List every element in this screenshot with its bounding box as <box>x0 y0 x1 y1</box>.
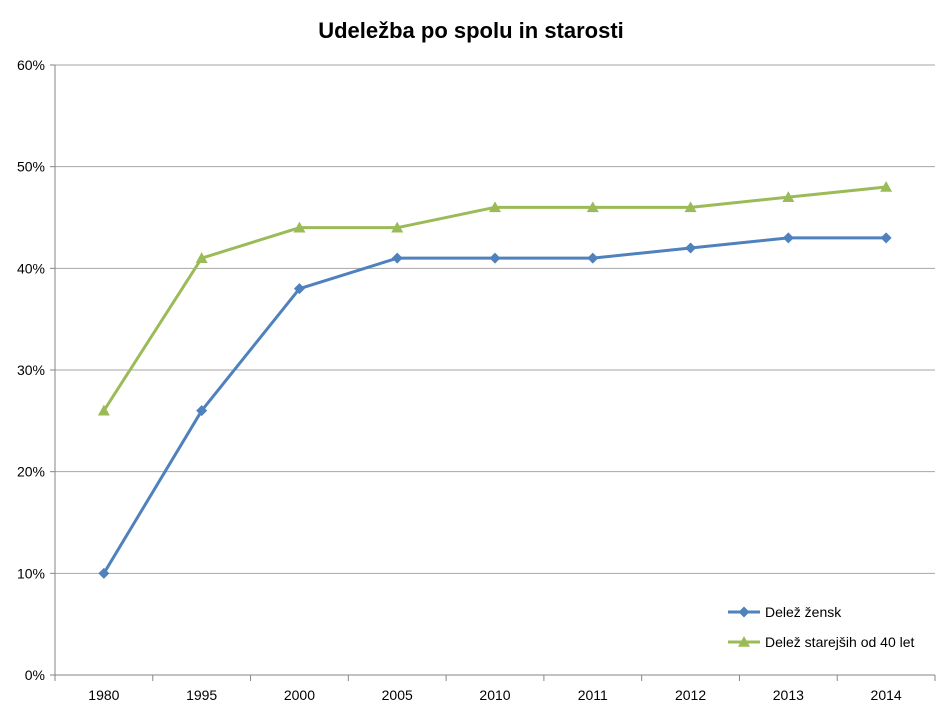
x-tick-label: 1980 <box>88 687 119 703</box>
series-line-2 <box>102 185 887 412</box>
data-point-2 <box>489 201 501 213</box>
data-point-1 <box>98 567 110 579</box>
y-tick-label: 10% <box>17 565 45 581</box>
data-point-2 <box>782 191 795 202</box>
legend-marker <box>738 606 750 618</box>
series-line-1 <box>102 236 887 575</box>
axes: 0% 10% 20% 30% 40% 50% 60% 1980 1995 2000 2005 2010… <box>17 57 936 703</box>
chart-title: Udeležba po spolu in starosti <box>318 18 624 43</box>
x-tick-label: 1995 <box>186 687 217 703</box>
x-tick-label: 2013 <box>773 687 804 703</box>
data-point-2 <box>195 252 208 263</box>
data-point-1 <box>685 242 697 254</box>
legend-label: Delež žensk <box>765 604 842 620</box>
y-tick-label: 60% <box>17 57 45 73</box>
data-point-1 <box>391 252 403 264</box>
data-point-1 <box>489 252 501 264</box>
x-tick-label: 2005 <box>382 687 413 703</box>
y-tick-label: 40% <box>17 260 45 276</box>
x-tick-label: 2000 <box>284 687 315 703</box>
legend-label: Delež starejših od 40 let <box>765 634 915 650</box>
y-tick-label: 50% <box>17 159 45 175</box>
gridlines <box>55 64 935 574</box>
series-lines <box>97 181 893 579</box>
x-tick-label: 2012 <box>675 687 706 703</box>
data-point-1 <box>880 232 892 244</box>
data-point-1 <box>782 232 794 244</box>
data-point-2 <box>391 221 404 233</box>
x-tick-label: 2011 <box>578 687 608 703</box>
legend-marker <box>738 636 750 647</box>
y-tick-label: 20% <box>17 464 45 480</box>
data-point-1 <box>587 252 599 264</box>
data-point-1 <box>196 405 208 417</box>
data-point-2 <box>586 201 599 213</box>
data-point-2 <box>97 404 110 416</box>
data-point-2 <box>293 221 306 233</box>
data-point-1 <box>293 283 305 295</box>
legend: Delež žensk Delež starejših od 40 let <box>728 604 915 650</box>
x-tick-label: 2014 <box>871 687 902 703</box>
data-point-2 <box>684 201 697 213</box>
data-point-2 <box>880 181 893 192</box>
x-tick-label: 2010 <box>479 687 510 703</box>
y-tick-label: 0% <box>25 667 45 683</box>
y-tick-label: 30% <box>17 362 45 378</box>
